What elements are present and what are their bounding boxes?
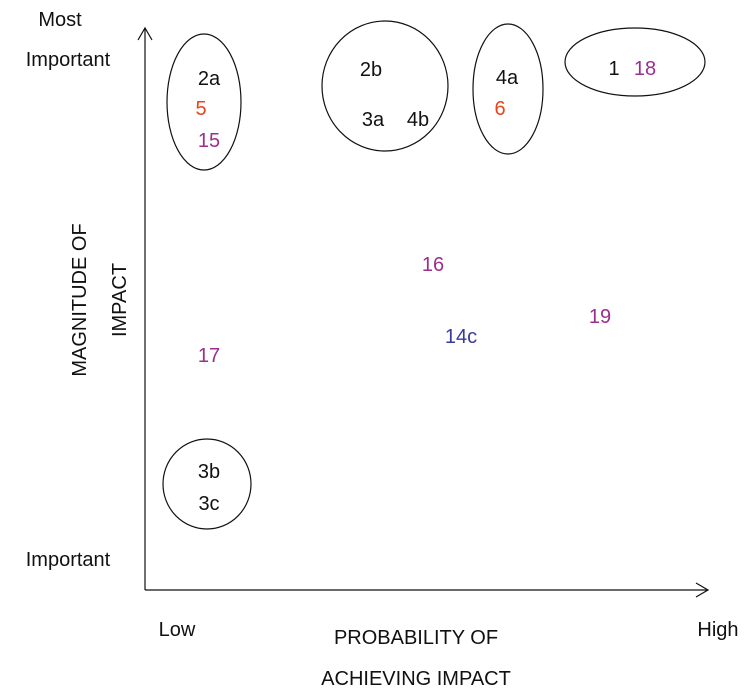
point-label-1: 1 xyxy=(608,58,619,80)
y-axis-title: MAGNITUDE OF IMPACT xyxy=(69,223,131,376)
x-axis-title-line-1: PROBABILITY OF xyxy=(334,627,498,649)
y-axis-title-line-1: MAGNITUDE OF xyxy=(69,223,91,376)
point-label-2a: 2a xyxy=(198,68,221,90)
point-label-18: 18 xyxy=(634,58,656,80)
y-axis-arrowhead xyxy=(137,26,153,41)
axes xyxy=(137,26,710,598)
y-top-label-line-2: Important xyxy=(26,49,111,71)
point-label-4a: 4a xyxy=(496,67,519,89)
point-label-17: 17 xyxy=(198,345,220,367)
point-label-3a: 3a xyxy=(362,109,385,131)
point-labels: 2a 5 15 2b 3a 4b 4a 6 1 18 16 19 14c 17 3b 3c xyxy=(195,58,656,515)
y-top-label-line-1: Most xyxy=(38,9,82,31)
y-axis-title-line-2: IMPACT xyxy=(109,263,131,337)
x-axis-arrowhead xyxy=(695,582,710,598)
point-label-2b: 2b xyxy=(360,59,382,81)
group-ellipse-2a-5-15 xyxy=(166,33,242,171)
group-ellipse-1-18 xyxy=(564,27,706,97)
point-label-3b: 3b xyxy=(198,461,220,483)
point-label-3c: 3c xyxy=(198,493,219,515)
group-ellipses xyxy=(162,20,706,530)
x-high-label: High xyxy=(697,619,738,641)
group-ellipse-2b-3a-4b xyxy=(321,20,449,152)
point-label-15: 15 xyxy=(198,130,220,152)
point-label-19: 19 xyxy=(589,306,611,328)
group-ellipse-4a-6 xyxy=(472,23,544,155)
point-label-6: 6 xyxy=(494,98,505,120)
point-label-16: 16 xyxy=(422,254,444,276)
x-low-label: Low xyxy=(159,619,196,641)
point-label-14c: 14c xyxy=(445,326,477,348)
y-bottom-label: Important xyxy=(26,549,111,571)
x-axis-title-line-2: ACHIEVING IMPACT xyxy=(321,668,511,690)
group-ellipse-3b-3c xyxy=(162,438,252,530)
point-label-4b: 4b xyxy=(407,109,429,131)
point-label-5: 5 xyxy=(195,98,206,120)
